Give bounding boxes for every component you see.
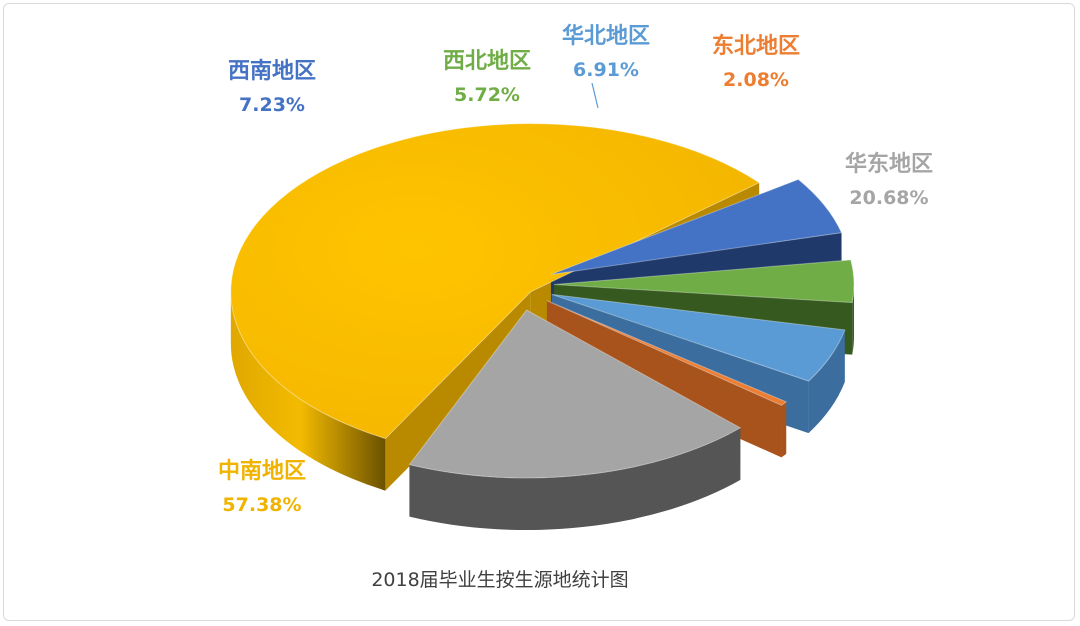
slice-value-label-4: 2.08% [723, 69, 789, 91]
pie-slice-2 [553, 259, 855, 304]
chart-title: 2018届毕业生按生源地统计图 [371, 569, 628, 591]
pie-wall-4 [546, 300, 782, 458]
slice-label-3: 华北地区 [562, 23, 650, 49]
slice-label-2: 西北地区 [443, 49, 531, 74]
pie-slice-3 [551, 293, 846, 382]
pie-slice-4 [546, 300, 788, 406]
pie-side-3 [808, 329, 845, 434]
pie-tops [230, 123, 855, 479]
pie-slice-1 [550, 178, 843, 275]
pie-side-2 [852, 283, 854, 355]
slice-label-1: 西南地区 [228, 59, 316, 84]
slice-label-0: 中南地区 [218, 459, 306, 484]
pie-side-4 [781, 401, 787, 458]
pie-wall-0 [385, 291, 531, 491]
slice-value-label-2: 5.72% [454, 84, 520, 106]
leader-line [591, 82, 599, 109]
slice-label-5: 华东地区 [845, 151, 933, 177]
slice-value-label-5: 20.68% [849, 187, 928, 209]
pie-side-5 [409, 427, 741, 531]
slice-value-label-3: 6.91% [573, 59, 639, 81]
pie-slice-0 [230, 123, 761, 440]
slice-value-label-1: 7.23% [239, 94, 305, 116]
pie-side-0 [230, 291, 386, 491]
pie-labels: 中南地区 57.38% 西南地区 7.23% 西北地区 5.72% 华北地区 6.91% 东北地… [218, 23, 933, 516]
pie-slice-5 [408, 309, 742, 479]
slice-value-label-0: 57.38% [222, 494, 301, 516]
slice-label-4: 东北地区 [712, 33, 800, 59]
